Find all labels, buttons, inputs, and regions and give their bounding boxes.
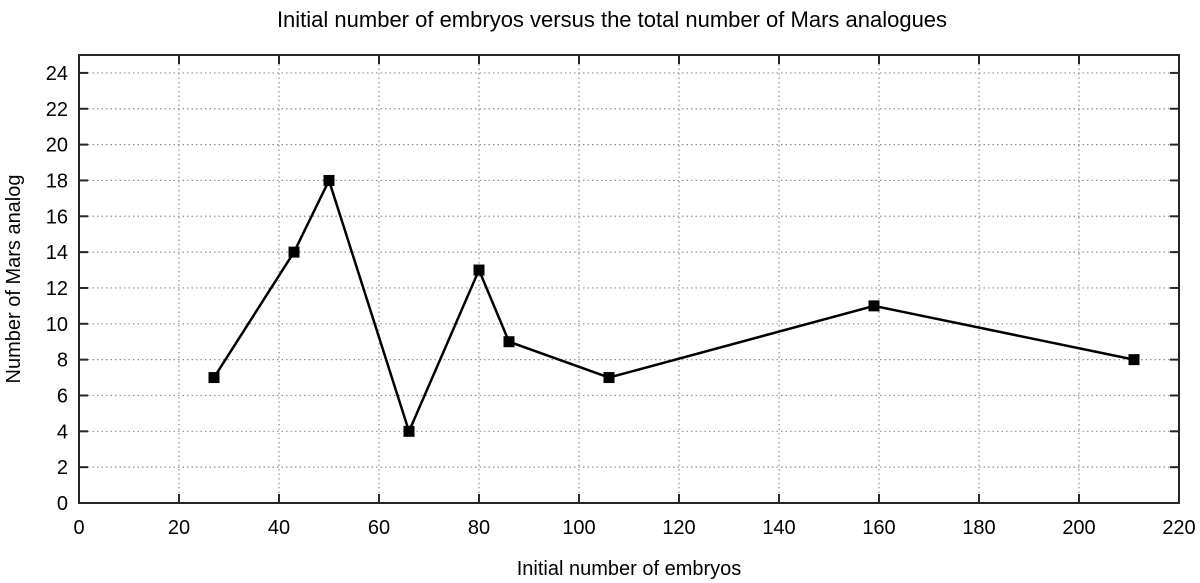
data-point-marker xyxy=(868,300,880,312)
data-point-marker xyxy=(503,336,515,348)
data-point-marker xyxy=(403,425,415,437)
x-tick-label: 40 xyxy=(268,517,290,539)
y-tick-label: 24 xyxy=(46,63,68,85)
x-tick-label: 20 xyxy=(168,517,190,539)
data-point-marker xyxy=(323,174,335,186)
y-tick-label: 2 xyxy=(57,457,68,479)
y-tick-label: 10 xyxy=(46,314,68,336)
x-tick-label: 100 xyxy=(562,517,595,539)
data-point-markers xyxy=(208,174,1140,437)
x-tick-label: 0 xyxy=(73,517,84,539)
data-point-marker xyxy=(473,264,485,276)
x-tick-label: 220 xyxy=(1162,517,1195,539)
y-tick-label: 20 xyxy=(46,135,68,157)
data-point-marker xyxy=(1128,354,1140,366)
y-tick-label: 12 xyxy=(46,278,68,300)
axis-ticks xyxy=(79,55,1179,503)
plot-border xyxy=(78,54,1180,504)
y-tick-label: 0 xyxy=(57,493,68,515)
x-tick-label: 140 xyxy=(762,517,795,539)
y-tick-label: 8 xyxy=(57,350,68,372)
data-point-marker xyxy=(603,372,615,384)
x-tick-label: 180 xyxy=(962,517,995,539)
y-tick-label: 4 xyxy=(57,421,68,443)
chart-title: Initial number of embryos versus the tot… xyxy=(277,7,947,32)
data-point-marker xyxy=(288,246,300,258)
x-tick-label: 60 xyxy=(368,517,390,539)
y-tick-label: 16 xyxy=(46,206,68,228)
y-tick-label: 22 xyxy=(46,99,68,121)
tick-labels: 0 20 40 60 80 100 120 140 160 180 200 2200246810121… xyxy=(46,63,1196,539)
x-axis-label: Initial number of embryos xyxy=(517,558,742,580)
x-tick-label: 120 xyxy=(662,517,695,539)
y-tick-label: 6 xyxy=(57,385,68,407)
x-tick-label: 200 xyxy=(1062,517,1095,539)
gridlines xyxy=(79,55,1179,503)
y-tick-label: 18 xyxy=(46,170,68,192)
x-tick-label: 160 xyxy=(862,517,895,539)
data-line xyxy=(212,177,1135,435)
y-tick-label: 14 xyxy=(46,242,68,264)
x-tick-label: 80 xyxy=(468,517,490,539)
data-point-marker xyxy=(208,372,220,384)
y-axis-label: Number of Mars analog xyxy=(3,175,25,384)
